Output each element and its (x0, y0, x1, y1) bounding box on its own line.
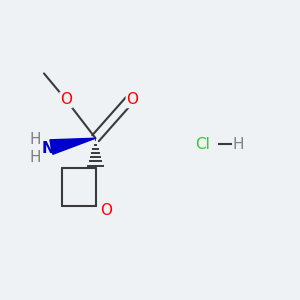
Polygon shape (50, 138, 95, 154)
Text: Cl: Cl (196, 136, 210, 152)
Text: H: H (29, 150, 41, 165)
Text: H: H (232, 136, 244, 152)
Text: H: H (29, 132, 41, 147)
Text: O: O (60, 92, 72, 107)
Text: N: N (42, 141, 55, 156)
Text: O: O (100, 203, 112, 218)
Text: O: O (126, 92, 138, 107)
